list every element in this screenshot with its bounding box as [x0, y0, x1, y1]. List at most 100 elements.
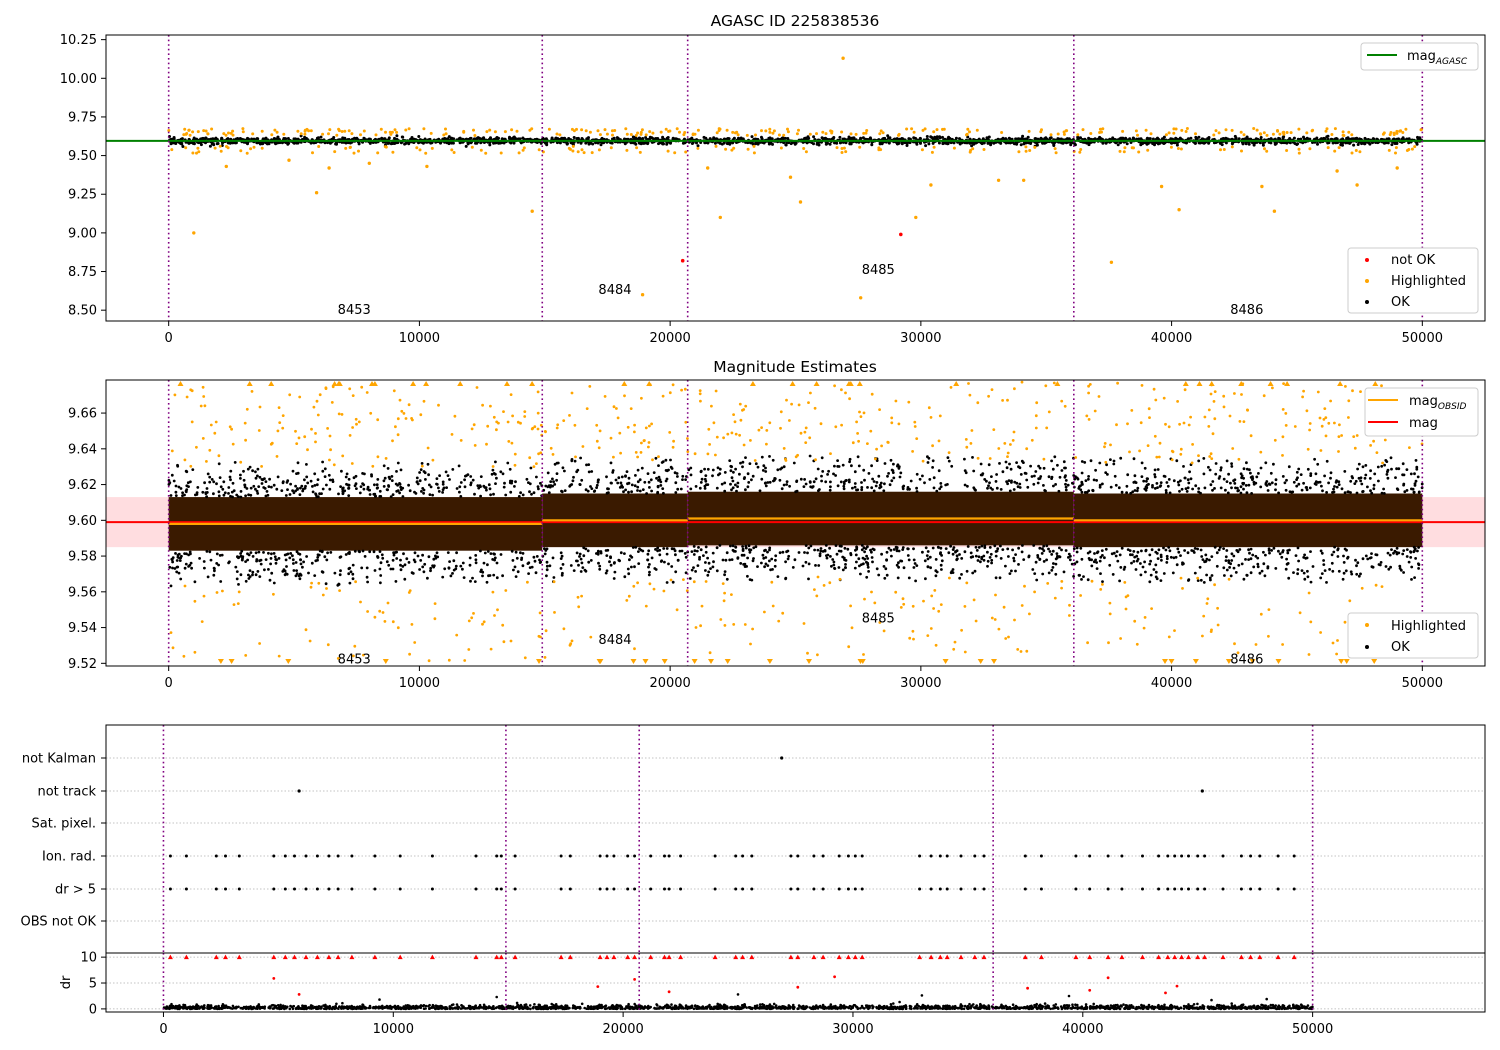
ok-point: [665, 552, 669, 556]
ok-point: [779, 467, 782, 471]
ok-point: [495, 136, 499, 139]
ok-point: [811, 485, 815, 488]
ok-point: [223, 491, 227, 495]
ok-point: [363, 555, 367, 558]
ok-point: [892, 462, 895, 466]
ok-point: [173, 567, 177, 570]
highlighted-point: [467, 619, 471, 623]
ok-point: [915, 564, 919, 567]
ok-point: [741, 465, 744, 469]
ok-point: [545, 143, 549, 147]
highlighted-point: [396, 626, 400, 630]
obsid-label: 8485: [862, 263, 895, 278]
ok-point: [351, 563, 355, 567]
highlighted-point: [1219, 148, 1222, 152]
ok-point: [1042, 560, 1046, 563]
ok-point: [1184, 141, 1188, 145]
ok-point: [535, 555, 539, 558]
highlighted-point: [570, 127, 574, 131]
ok-point: [208, 550, 212, 554]
highlighted-point: [424, 151, 428, 155]
ok-point: [424, 478, 427, 481]
ok-point: [227, 492, 230, 495]
ok-point: [501, 574, 504, 578]
ok-point: [986, 564, 989, 568]
ok-point: [590, 470, 594, 473]
ok-point: [215, 552, 219, 556]
ok-point: [313, 472, 317, 476]
highlighted-point: [321, 593, 325, 597]
highlighted-point: [314, 432, 317, 435]
ok-point: [977, 546, 981, 549]
ok-point: [1058, 555, 1062, 559]
ok-point: [766, 481, 770, 484]
highlighted-point: [270, 441, 274, 445]
ok-point: [177, 571, 181, 575]
ok-point: [921, 474, 924, 478]
ok-point: [571, 479, 575, 483]
ok-point: [645, 492, 648, 495]
ok-point: [584, 488, 588, 492]
y-tick-label: 9.75: [68, 110, 97, 125]
ok-point: [302, 560, 305, 564]
highlighted-point: [1255, 128, 1259, 132]
ok-point: [227, 561, 231, 565]
highlighted-point: [633, 430, 636, 434]
ok-point: [1326, 141, 1330, 145]
highlighted-point: [307, 129, 311, 133]
highlighted-point: [335, 133, 339, 137]
legend-label-not-ok: not OK: [1391, 253, 1436, 268]
ok-point: [514, 575, 518, 578]
ok-point: [741, 460, 745, 464]
ok-point: [871, 560, 874, 564]
agasc-legend-top: magAGASC: [1360, 42, 1479, 71]
ok-point: [254, 551, 258, 555]
ok-point: [613, 570, 617, 574]
ok-point: [262, 486, 266, 489]
ok-point: [634, 142, 638, 146]
ok-point: [995, 486, 999, 490]
ok-point: [395, 489, 399, 493]
ok-point: [1224, 136, 1228, 140]
ok-point: [938, 135, 942, 139]
ok-point: [379, 581, 382, 585]
ok-point: [832, 560, 836, 564]
ok-point: [345, 472, 349, 476]
ok-point: [944, 141, 948, 145]
highlighted-point: [666, 149, 670, 153]
ok-point: [870, 143, 874, 147]
ok-point: [423, 562, 427, 566]
highlighted-point: [196, 130, 200, 134]
highlighted-point: [493, 614, 496, 617]
ok-point: [958, 142, 962, 146]
ok-point: [529, 466, 533, 470]
ok-point: [468, 556, 472, 560]
ok-point: [634, 474, 637, 477]
ok-point: [926, 565, 930, 568]
ok-point: [955, 554, 959, 558]
highlighted-point: [287, 158, 291, 162]
ok-point: [1054, 483, 1057, 486]
ok-point: [760, 561, 763, 565]
ok-point: [887, 472, 890, 475]
ok-point: [808, 454, 812, 458]
ok-point: [970, 144, 974, 148]
ok-point: [215, 482, 218, 486]
highlighted-point: [553, 611, 556, 614]
ok-point: [675, 472, 679, 475]
ok-point: [1022, 558, 1026, 561]
ok-point: [273, 555, 277, 559]
ok-point: [260, 478, 264, 481]
highlighted-point: [260, 146, 264, 150]
highlighted-point: [1184, 130, 1188, 133]
ok-point: [804, 544, 808, 547]
highlighted-point: [920, 148, 924, 152]
highlighted-point: [473, 444, 477, 447]
ok-point: [441, 488, 445, 491]
ok-point: [408, 489, 412, 493]
ok-point: [692, 566, 695, 569]
ok-point: [242, 478, 246, 482]
ok-point: [1012, 488, 1016, 491]
ok-point: [785, 480, 789, 483]
highlighted-point: [308, 639, 312, 643]
